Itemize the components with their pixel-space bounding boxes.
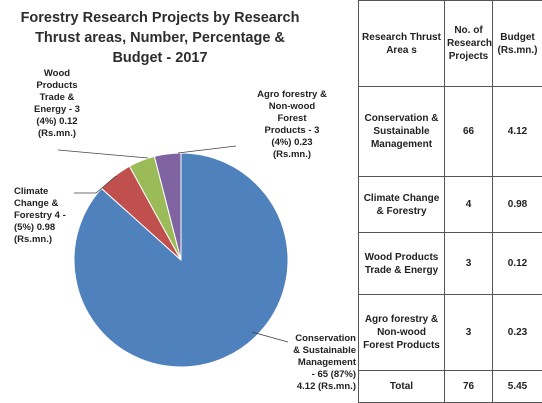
cell-area: Climate Change & Forestry xyxy=(359,177,445,233)
label-line: Conservation xyxy=(286,333,356,345)
cell-projects: 3 xyxy=(445,233,493,295)
label-line: Trade & xyxy=(18,92,96,104)
table-header-row: Research Thrust Area s No. of Research P… xyxy=(359,1,542,87)
leader-line-conservation xyxy=(252,332,288,342)
table-row: Wood Products Trade & Energy 3 0.12 xyxy=(359,233,542,295)
label-line: Products - 3 xyxy=(236,125,348,137)
cell-total-budget: 5.45 xyxy=(493,371,542,403)
pie-chart-panel: Forestry Research Projects by Research T… xyxy=(0,0,358,402)
cell-total-projects: 76 xyxy=(445,371,493,403)
cell-area: Conservation & Sustainable Management xyxy=(359,87,445,177)
cell-budget: 0.12 xyxy=(493,233,542,295)
leader-line-agro xyxy=(178,146,236,153)
label-line: (Rs.mn.) xyxy=(236,149,348,161)
table-row: Conservation & Sustainable Management 66… xyxy=(359,87,542,177)
label-line: Non-wood xyxy=(236,101,348,113)
table-total-row: Total 76 5.45 xyxy=(359,371,542,403)
label-climate-change: Climate Change & Forestry 4 - (5%) 0.98 … xyxy=(14,186,74,246)
label-conservation: Conservation & Sustainable Management - … xyxy=(286,333,356,393)
cell-total-label: Total xyxy=(359,371,445,403)
header-area: Research Thrust Area s xyxy=(359,1,445,87)
label-line: (4%) 0.23 xyxy=(236,137,348,149)
table-row: Agro forestry & Non-wood Forest Products… xyxy=(359,295,542,371)
label-line: (Rs.mn.) xyxy=(14,234,74,246)
label-line: Agro forestry & xyxy=(236,89,348,101)
table-row: Climate Change & Forestry 4 0.98 xyxy=(359,177,542,233)
label-wood-products: Wood Products Trade & Energy - 3 (4%) 0.… xyxy=(18,68,96,140)
label-line: - 65 (87%) xyxy=(286,369,356,381)
cell-budget: 4.12 xyxy=(493,87,542,177)
label-line: (Rs.mn.) xyxy=(18,128,96,140)
label-line: & Sustainable xyxy=(286,345,356,357)
label-line: Products xyxy=(18,80,96,92)
cell-budget: 0.23 xyxy=(493,295,542,371)
label-line: 4.12 (Rs.mn.) xyxy=(286,381,356,393)
label-line: Energy - 3 xyxy=(18,104,96,116)
cell-budget: 0.98 xyxy=(493,177,542,233)
label-line: Climate xyxy=(14,186,74,198)
label-line: (5%) 0.98 xyxy=(14,222,74,234)
cell-projects: 66 xyxy=(445,87,493,177)
cell-area: Agro forestry & Non-wood Forest Products xyxy=(359,295,445,371)
label-line: Wood xyxy=(18,68,96,80)
header-projects: No. of Research Projects xyxy=(445,1,493,87)
label-line: Forestry 4 - xyxy=(14,210,74,222)
label-line: Change & xyxy=(14,198,74,210)
cell-area: Wood Products Trade & Energy xyxy=(359,233,445,295)
label-line: Forest xyxy=(236,113,348,125)
label-line: (4%) 0.12 xyxy=(18,116,96,128)
summary-table: Research Thrust Area s No. of Research P… xyxy=(358,0,542,403)
header-budget: Budget (Rs.mn.) xyxy=(493,1,542,87)
cell-projects: 4 xyxy=(445,177,493,233)
label-agro-forestry: Agro forestry & Non-wood Forest Products… xyxy=(236,89,348,161)
leader-line-wood xyxy=(58,150,148,158)
label-line: Management xyxy=(286,357,356,369)
cell-projects: 3 xyxy=(445,295,493,371)
